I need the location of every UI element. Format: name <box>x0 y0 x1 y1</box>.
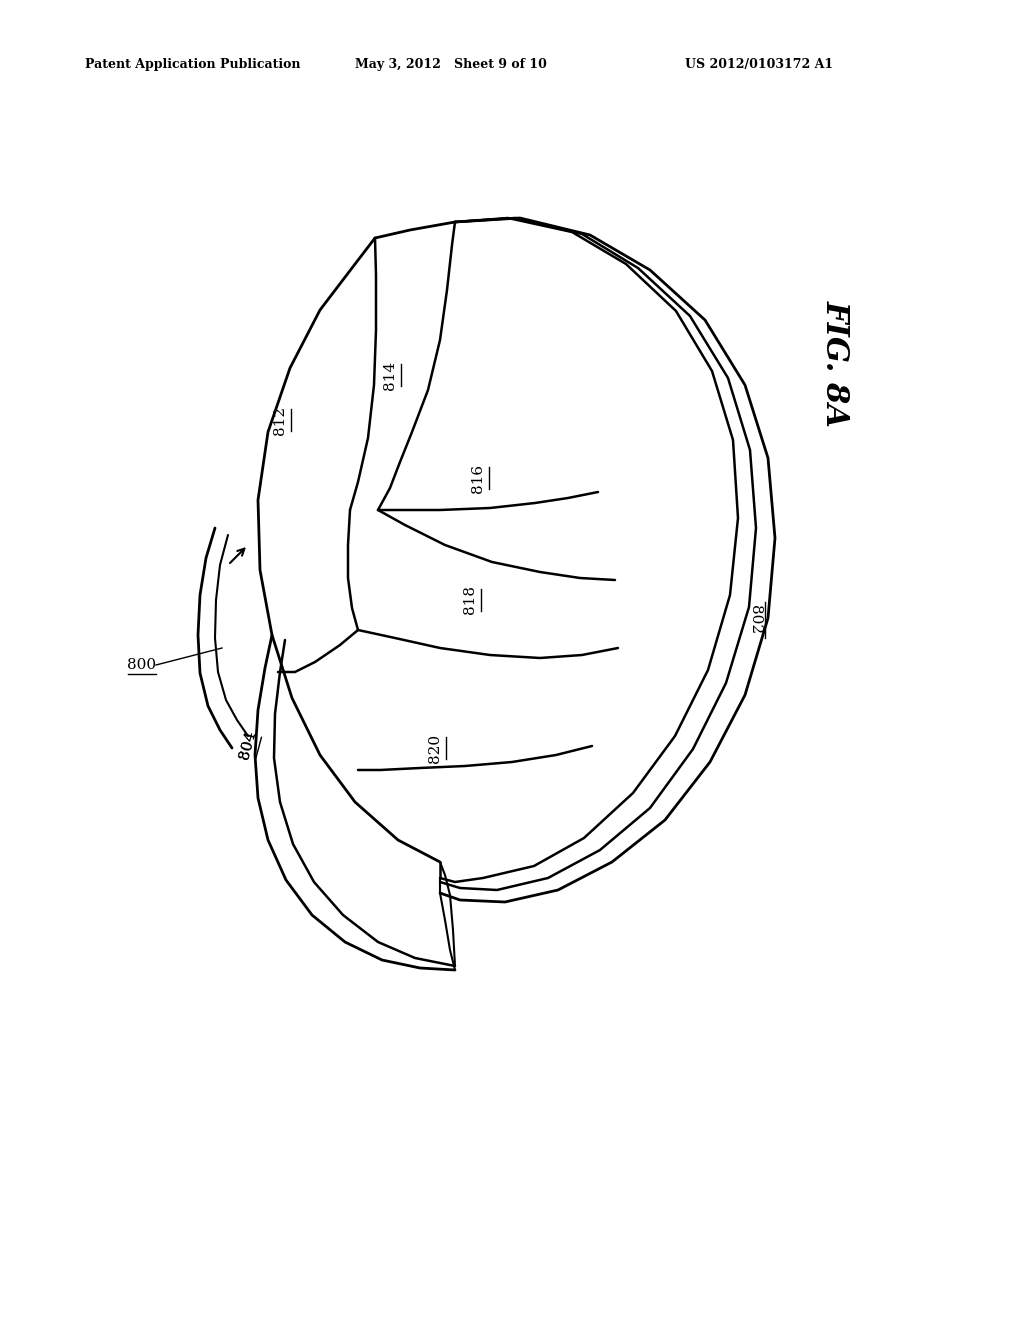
Text: 820: 820 <box>428 734 442 763</box>
Text: 814: 814 <box>383 360 397 389</box>
Text: 804: 804 <box>238 729 258 760</box>
Text: 812: 812 <box>273 405 287 434</box>
Text: Patent Application Publication: Patent Application Publication <box>85 58 300 71</box>
Text: 818: 818 <box>463 586 477 615</box>
Text: 804: 804 <box>238 729 258 760</box>
Text: May 3, 2012   Sheet 9 of 10: May 3, 2012 Sheet 9 of 10 <box>355 58 547 71</box>
Text: 816: 816 <box>471 463 485 492</box>
Text: 802: 802 <box>748 606 762 635</box>
Text: FIG. 8A: FIG. 8A <box>820 300 851 426</box>
Text: 800: 800 <box>127 657 157 672</box>
Text: US 2012/0103172 A1: US 2012/0103172 A1 <box>685 58 834 71</box>
